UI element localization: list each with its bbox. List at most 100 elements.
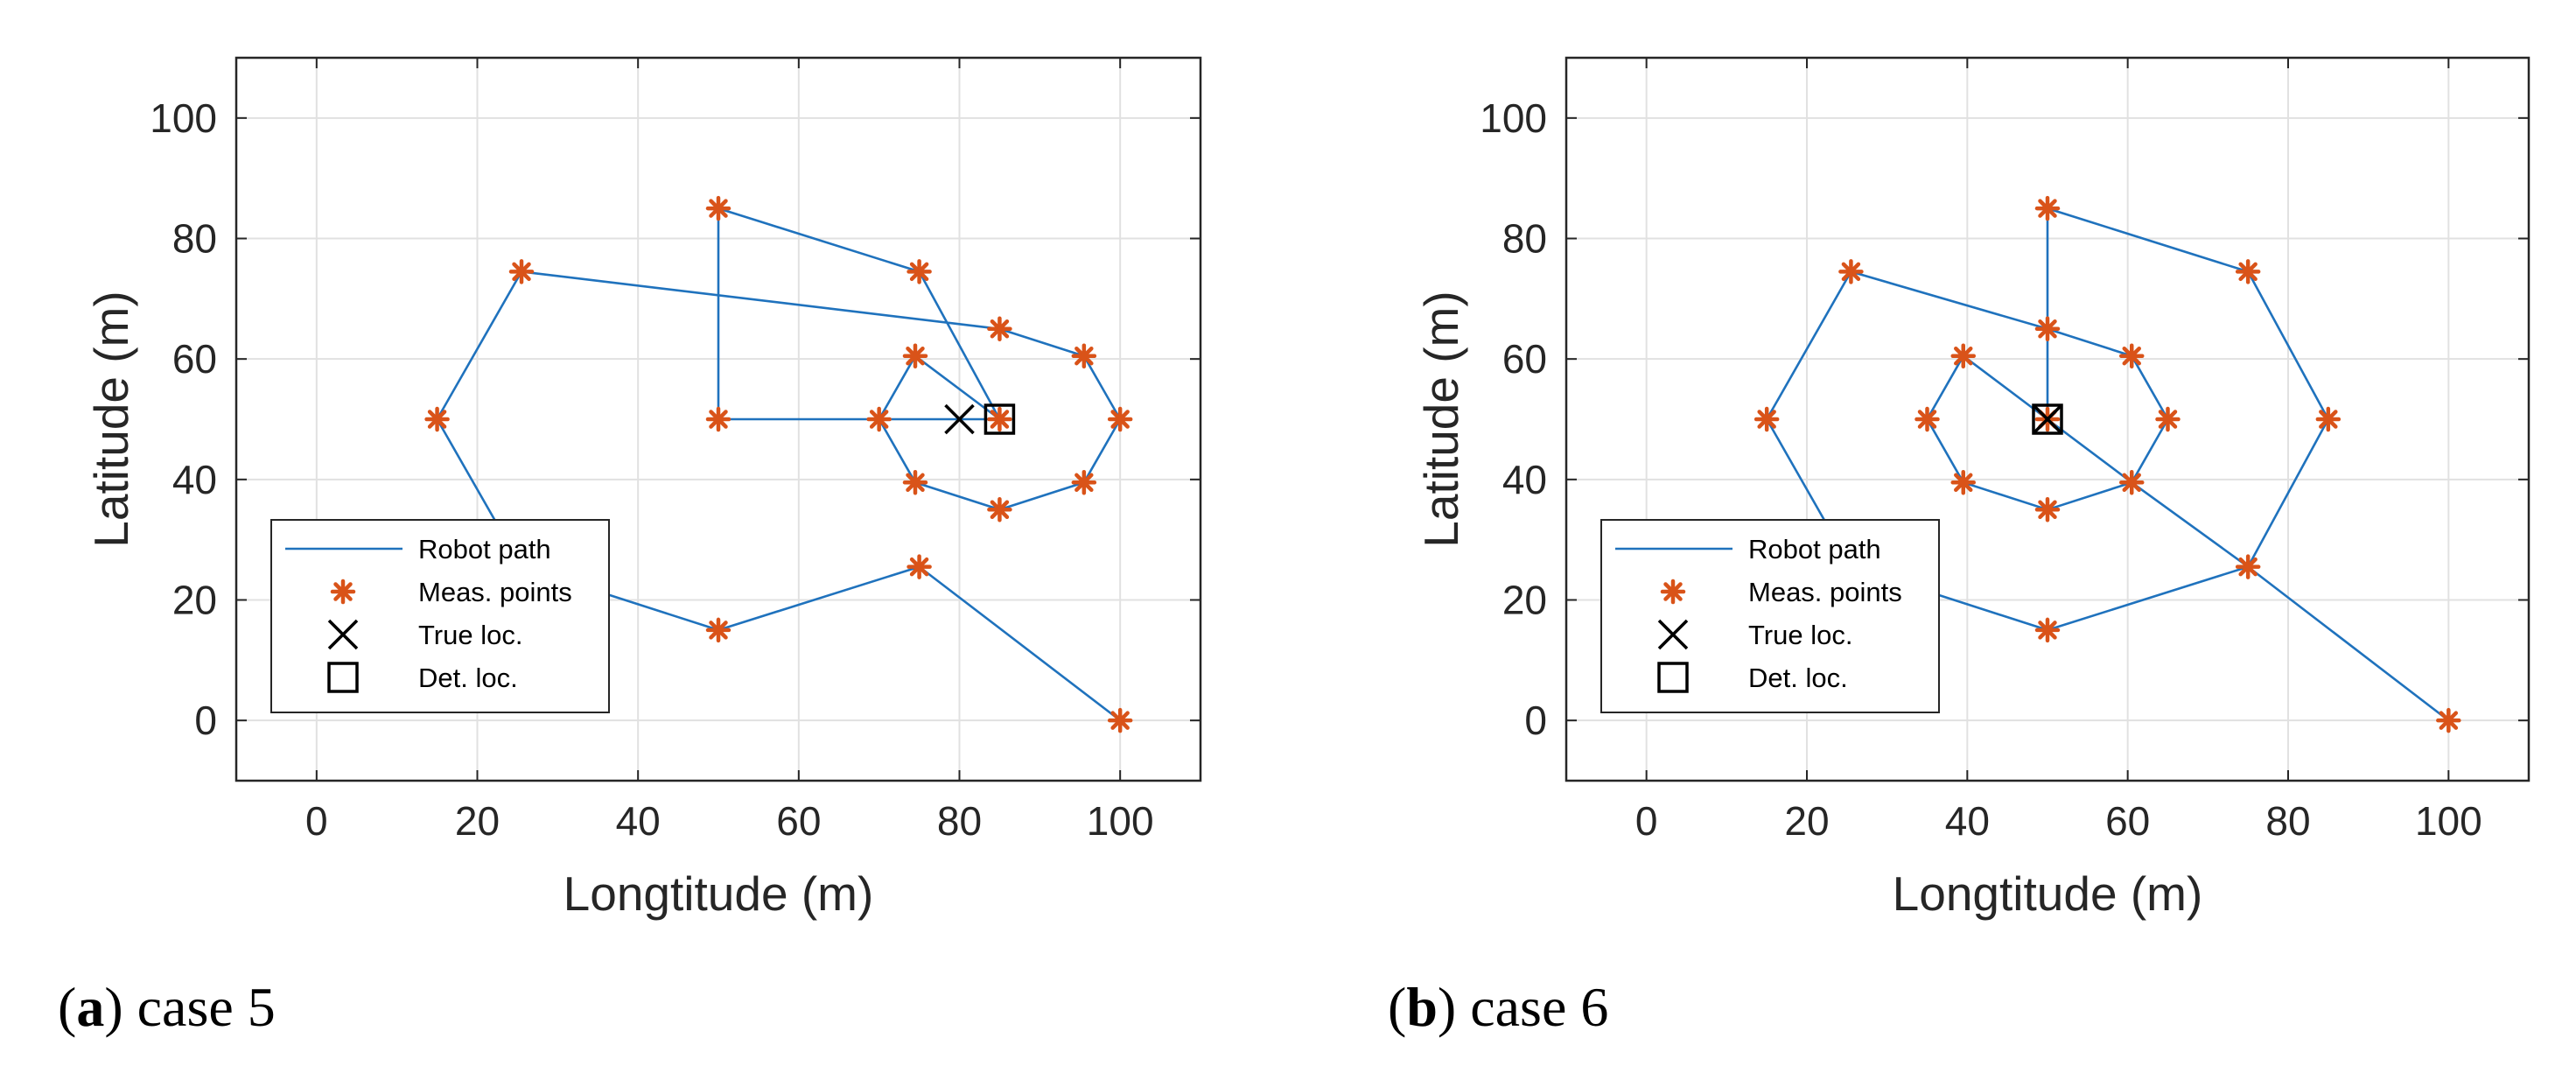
- meas-point-stroke: [1841, 262, 1861, 282]
- y-axis-label: Latitude (m): [84, 291, 138, 547]
- legend-label: Det. loc.: [1748, 663, 1848, 693]
- legend-meas-symbol-stroke: [333, 582, 353, 601]
- x-tick-label: 100: [2415, 798, 2482, 844]
- legend-true-symbol-stroke: [327, 619, 359, 650]
- legend-meas-symbol-stroke: [1663, 582, 1683, 601]
- meas-point-stroke: [990, 410, 1010, 429]
- meas-point: [2034, 497, 2061, 522]
- legend-label: Meas. points: [418, 577, 572, 607]
- meas-point-stroke: [1110, 410, 1130, 429]
- true-location-marker-stroke: [944, 403, 975, 435]
- meas-point-stroke: [709, 621, 728, 640]
- meas-point: [1950, 343, 1976, 368]
- meas-point-stroke: [990, 500, 1010, 519]
- y-tick-label: 40: [172, 457, 217, 502]
- meas-point: [2119, 343, 2145, 368]
- x-tick-label: 20: [1784, 798, 1829, 844]
- y-tick-label: 100: [150, 95, 217, 141]
- caption-text: case 6: [1470, 976, 1608, 1038]
- meas-point-stroke: [909, 262, 929, 282]
- x-tick-label: 40: [616, 798, 661, 844]
- x-axis-label: Longtitude (m): [1893, 866, 2203, 921]
- meas-point-stroke: [2038, 319, 2057, 339]
- legend-det-symbol: [1657, 662, 1689, 693]
- panel-caption: (a) case 5: [58, 976, 276, 1038]
- legend-label: Robot path: [418, 534, 551, 565]
- x-tick-label: 60: [2105, 798, 2150, 844]
- legend-true-symbol: [327, 619, 359, 650]
- meas-point-stroke: [709, 410, 728, 429]
- caption-text: case 5: [137, 976, 276, 1038]
- meas-point-stroke: [709, 199, 728, 218]
- caption-letter: a: [76, 976, 104, 1038]
- axes-box: [234, 56, 1202, 782]
- y-tick-label: 80: [172, 216, 217, 262]
- meas-point: [2436, 707, 2461, 733]
- legend-det-symbol: [327, 662, 359, 693]
- x-tick-label: 0: [305, 798, 328, 844]
- meas-point: [1071, 343, 1097, 368]
- y-tick-label: 40: [1502, 457, 1547, 502]
- meas-point: [2315, 406, 2342, 432]
- meas-point-stroke: [990, 319, 1010, 339]
- meas-point-stroke: [2122, 346, 2141, 366]
- meas-point-stroke: [1110, 711, 1130, 730]
- panel-b: 0 20 40 60 80 100 0 20 40 60 80 100 Longtitude (m) La…: [1388, 56, 2530, 1038]
- meas-point: [902, 470, 928, 495]
- meas-point-stroke: [909, 557, 929, 577]
- panel-a: 0 20 40 60 80 100 0 20 40 60 80 100 Longtitude (m) La…: [58, 56, 1202, 1038]
- meas-point-stroke: [1954, 473, 1973, 493]
- x-tick-label: 80: [2265, 798, 2310, 844]
- legend-label: Robot path: [1748, 534, 1881, 565]
- x-tick-label: 20: [455, 798, 500, 844]
- x-tick-label: 80: [937, 798, 982, 844]
- meas-point: [1071, 470, 1097, 495]
- meas-point-stroke: [2038, 500, 2057, 519]
- meas-point: [705, 406, 732, 432]
- meas-point: [2235, 259, 2261, 284]
- legend-meas-symbol: [1660, 579, 1686, 605]
- legend: Robot path Meas. points True loc. Det. loc.: [1600, 519, 1940, 713]
- meas-point-stroke: [869, 410, 889, 429]
- x-axis-label: Longtitude (m): [564, 866, 874, 921]
- caption-letter: b: [1406, 976, 1438, 1038]
- y-tick-label: 0: [194, 698, 217, 743]
- meas-point: [906, 554, 932, 579]
- meas-point-stroke: [2319, 410, 2338, 429]
- y-tick-label: 60: [1502, 336, 1547, 382]
- meas-point: [1107, 707, 1133, 733]
- caption-paren: ): [104, 976, 136, 1038]
- true-location-marker: [2032, 403, 2063, 435]
- meas-point: [906, 259, 932, 284]
- meas-point: [2235, 554, 2261, 579]
- caption-paren: ): [1438, 976, 1470, 1038]
- meas-point-stroke: [2238, 557, 2258, 577]
- meas-point-stroke: [2439, 711, 2459, 730]
- x-tick-label: 0: [1635, 798, 1658, 844]
- meas-point: [508, 259, 535, 284]
- meas-point: [424, 406, 450, 432]
- true-location-marker-stroke: [2032, 403, 2063, 435]
- detected-location-marker: [2032, 403, 2063, 435]
- detected-location-marker: [984, 403, 1016, 435]
- legend-label: Meas. points: [1748, 577, 1902, 607]
- meas-point: [2155, 406, 2180, 432]
- meas-point-stroke: [906, 473, 925, 493]
- meas-point-stroke: [427, 410, 447, 429]
- meas-point-stroke: [2158, 410, 2178, 429]
- meas-point: [1914, 406, 1940, 432]
- legend-true-symbol: [1657, 619, 1689, 650]
- meas-point: [705, 617, 732, 643]
- meas-point-stroke: [1917, 410, 1937, 429]
- caption-paren: (: [58, 976, 76, 1038]
- caption-paren: (: [1388, 976, 1406, 1038]
- meas-point: [866, 406, 892, 432]
- legend-label: True loc.: [418, 620, 522, 650]
- y-tick-label: 80: [1502, 216, 1547, 262]
- meas-point-stroke: [1757, 410, 1776, 429]
- meas-point: [1950, 470, 1976, 495]
- legend-meas-symbol: [330, 579, 356, 605]
- x-tick-label: 100: [1087, 798, 1154, 844]
- panel-caption: (b) case 6: [1388, 976, 1608, 1038]
- axes-box: [1564, 56, 2530, 782]
